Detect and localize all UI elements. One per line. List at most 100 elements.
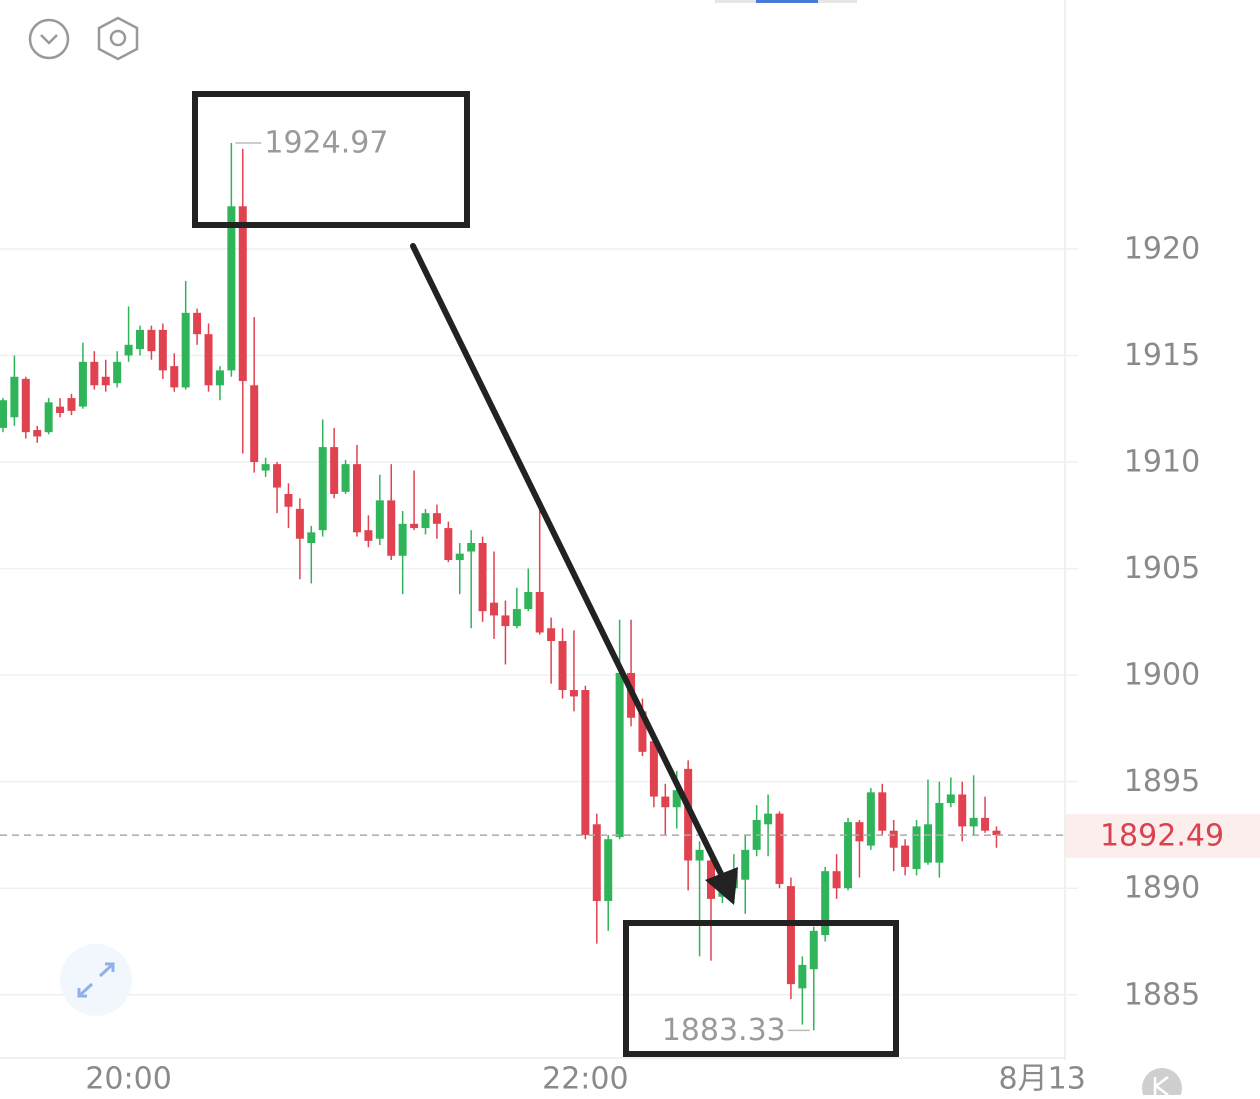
candle-body bbox=[33, 430, 42, 437]
candle-body bbox=[798, 964, 807, 989]
arrow-head bbox=[705, 867, 738, 905]
candle-body bbox=[330, 447, 339, 494]
y-tick-label: 1910 bbox=[1124, 445, 1200, 480]
fullscreen-bg bbox=[60, 944, 132, 1016]
candle-body bbox=[512, 609, 521, 627]
candle-body bbox=[238, 206, 247, 382]
low-label: 1883.33 bbox=[662, 1013, 786, 1048]
candle-body bbox=[923, 824, 932, 863]
collapse-button[interactable] bbox=[28, 18, 70, 60]
candle-body bbox=[615, 672, 624, 838]
candle-body bbox=[878, 792, 887, 831]
price-tag-bg bbox=[1066, 814, 1260, 858]
candle-body bbox=[501, 615, 510, 627]
candle-body bbox=[592, 824, 601, 902]
candle-body bbox=[215, 370, 224, 386]
candle-body bbox=[535, 592, 544, 633]
expand-icon bbox=[77, 962, 115, 998]
candle-body bbox=[912, 826, 921, 870]
candle-body bbox=[352, 464, 361, 533]
candle-body bbox=[844, 822, 853, 889]
x-tick-label: 20:00 bbox=[85, 1062, 171, 1096]
candle-body bbox=[547, 628, 556, 642]
candle-body bbox=[866, 792, 875, 846]
candle-body bbox=[695, 849, 704, 861]
candle-body bbox=[490, 602, 499, 616]
candle-body bbox=[432, 513, 441, 524]
candle-body bbox=[273, 464, 282, 488]
candle-body bbox=[78, 361, 87, 407]
candle-body bbox=[946, 794, 955, 803]
candle-body bbox=[581, 690, 590, 835]
candle-body bbox=[341, 464, 350, 492]
candle-body bbox=[855, 822, 864, 842]
candle-body bbox=[387, 500, 396, 556]
candle-body bbox=[136, 329, 145, 350]
candle-body bbox=[421, 513, 430, 529]
candle-body bbox=[775, 813, 784, 884]
candle-body bbox=[227, 206, 236, 371]
candle-body bbox=[261, 464, 270, 471]
k-button[interactable] bbox=[1142, 1068, 1182, 1099]
x-tick-label: 8月13 bbox=[999, 1062, 1086, 1096]
highlight-box bbox=[192, 91, 470, 228]
k-glyph bbox=[1153, 1076, 1169, 1096]
candle-body bbox=[809, 930, 818, 970]
candle-body bbox=[901, 845, 910, 867]
candle-body bbox=[250, 385, 259, 463]
candle-body bbox=[44, 402, 53, 433]
candle-body bbox=[969, 817, 978, 827]
high-label: 1924.97 bbox=[264, 125, 388, 160]
candle-body bbox=[181, 312, 190, 388]
candle-body bbox=[204, 334, 213, 386]
y-tick-label: 1900 bbox=[1124, 658, 1200, 693]
candle-body bbox=[398, 523, 407, 556]
candle-body bbox=[124, 344, 133, 356]
candle-body bbox=[661, 796, 670, 808]
candle-body bbox=[410, 523, 419, 529]
k-icon bbox=[1142, 1068, 1182, 1099]
candle-body bbox=[889, 830, 898, 848]
candle-body bbox=[935, 802, 944, 863]
candle-body bbox=[569, 690, 578, 697]
x-tick-label: 22:00 bbox=[542, 1062, 628, 1096]
candle-body bbox=[158, 329, 167, 371]
chevron-icon bbox=[40, 34, 58, 45]
candle-body bbox=[684, 768, 693, 861]
candle-body bbox=[444, 528, 453, 561]
candle-body bbox=[786, 886, 795, 985]
candle-body bbox=[992, 830, 1001, 836]
plot bbox=[0, 142, 1065, 1031]
candle-body bbox=[21, 378, 30, 433]
settings-button[interactable] bbox=[97, 16, 139, 61]
candle-body bbox=[147, 329, 156, 352]
candle-body bbox=[56, 406, 65, 413]
y-tick-label: 1920 bbox=[1124, 231, 1200, 266]
tab-indicator-active bbox=[756, 0, 818, 3]
y-tick-label: 1905 bbox=[1124, 551, 1200, 586]
candle-body bbox=[467, 542, 476, 552]
highlight-box bbox=[623, 920, 899, 1057]
candle-body bbox=[478, 542, 487, 612]
y-tick-label: 1890 bbox=[1124, 871, 1200, 906]
candle-body bbox=[90, 361, 99, 386]
candle-body bbox=[67, 398, 76, 411]
candle-body bbox=[524, 592, 533, 610]
candle-body bbox=[101, 376, 110, 386]
candle-body bbox=[284, 493, 293, 507]
candle-body bbox=[455, 553, 464, 561]
settings-icon bbox=[109, 29, 127, 47]
candle-body bbox=[821, 871, 830, 936]
fullscreen-button[interactable] bbox=[60, 944, 132, 1016]
candle-body bbox=[558, 641, 567, 691]
candle-body bbox=[10, 376, 19, 418]
y-tick-label: 1915 bbox=[1124, 338, 1200, 373]
candle-body bbox=[295, 508, 304, 539]
last-price-label: 1892.49 bbox=[1100, 819, 1224, 854]
candle-body bbox=[193, 312, 202, 335]
toolbar[interactable] bbox=[28, 16, 139, 61]
y-tick-label: 1885 bbox=[1124, 977, 1200, 1012]
